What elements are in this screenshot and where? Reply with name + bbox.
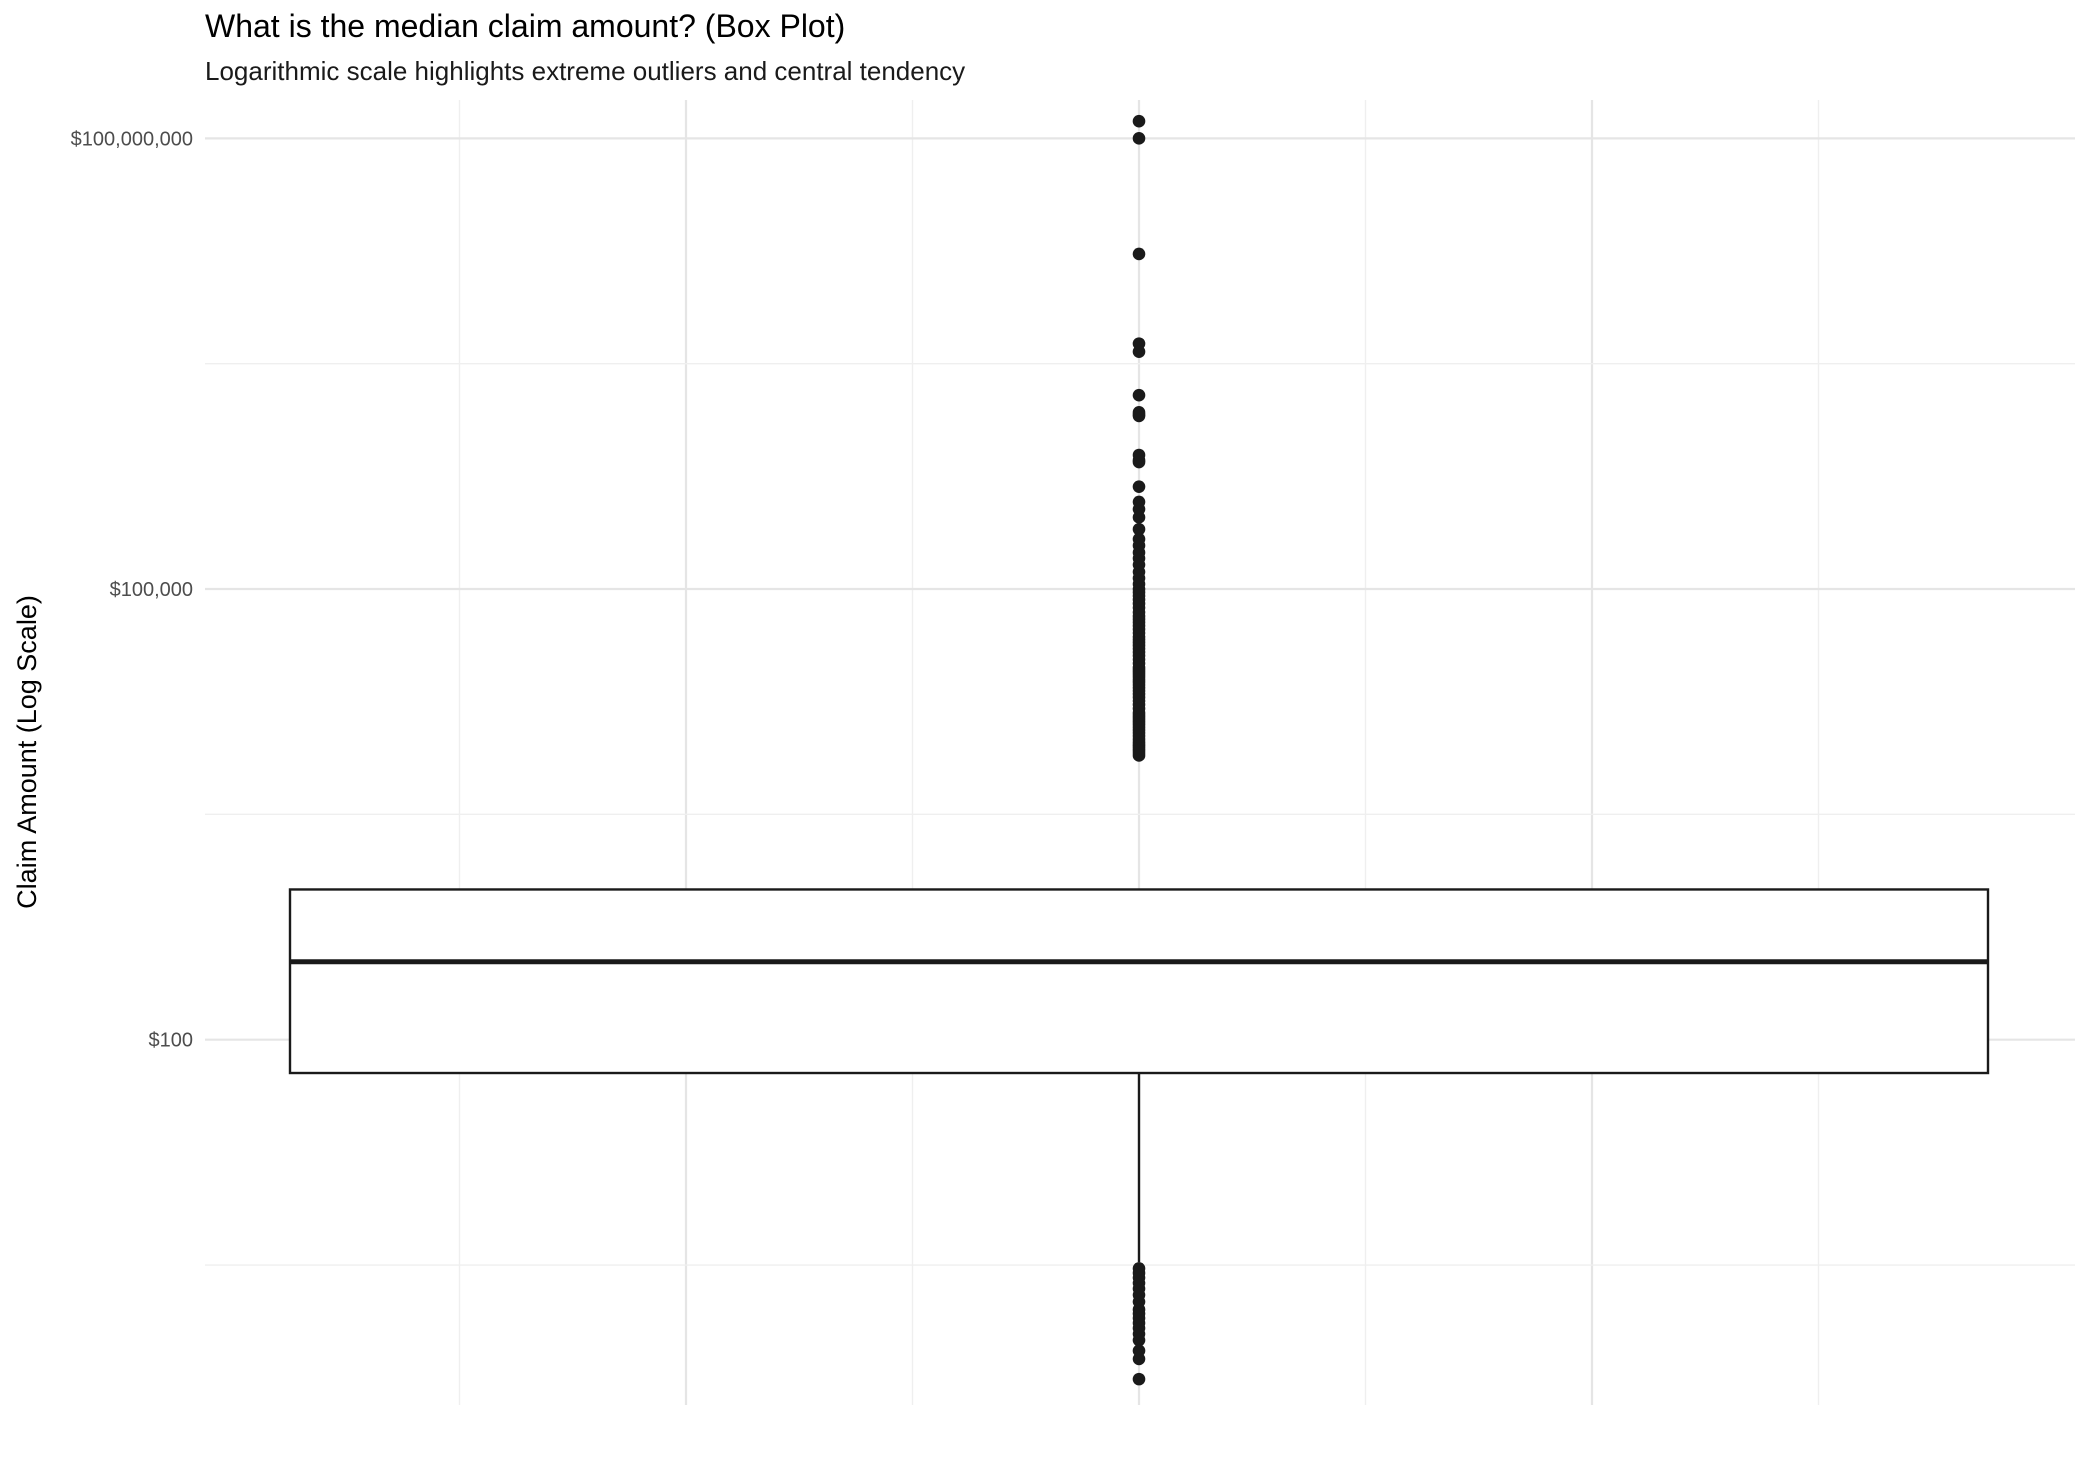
outlier-point [1132, 480, 1146, 493]
interquartile-box [288, 888, 1990, 1075]
y-tick-label: $100,000 [110, 579, 193, 601]
outlier-point [1132, 114, 1146, 128]
outlier-point [1132, 247, 1146, 261]
chart-subtitle: Logarithmic scale highlights extreme out… [205, 56, 966, 86]
outlier-point [1132, 388, 1146, 402]
y-tick-label: $100 [149, 1030, 194, 1052]
outlier-point [1132, 749, 1146, 762]
box-plot [288, 888, 1990, 1263]
outlier-points [1132, 114, 1146, 1386]
y-axis-ticks: $100 $100,000 $100,000,000 [71, 128, 193, 1051]
y-tick-label: $100,000,000 [71, 128, 193, 150]
outlier-point [1132, 1333, 1146, 1347]
outlier-point [1132, 522, 1146, 536]
outlier-point [1132, 1372, 1146, 1386]
chart-title: What is the median claim amount? (Box Pl… [205, 8, 846, 44]
outlier-point [1132, 345, 1146, 358]
y-axis-label: Claim Amount (Log Scale) [12, 595, 42, 909]
outlier-point [1132, 511, 1146, 524]
outlier-point [1132, 132, 1146, 145]
outlier-point [1132, 408, 1146, 421]
outlier-point [1132, 455, 1146, 469]
outlier-point [1132, 1352, 1146, 1366]
